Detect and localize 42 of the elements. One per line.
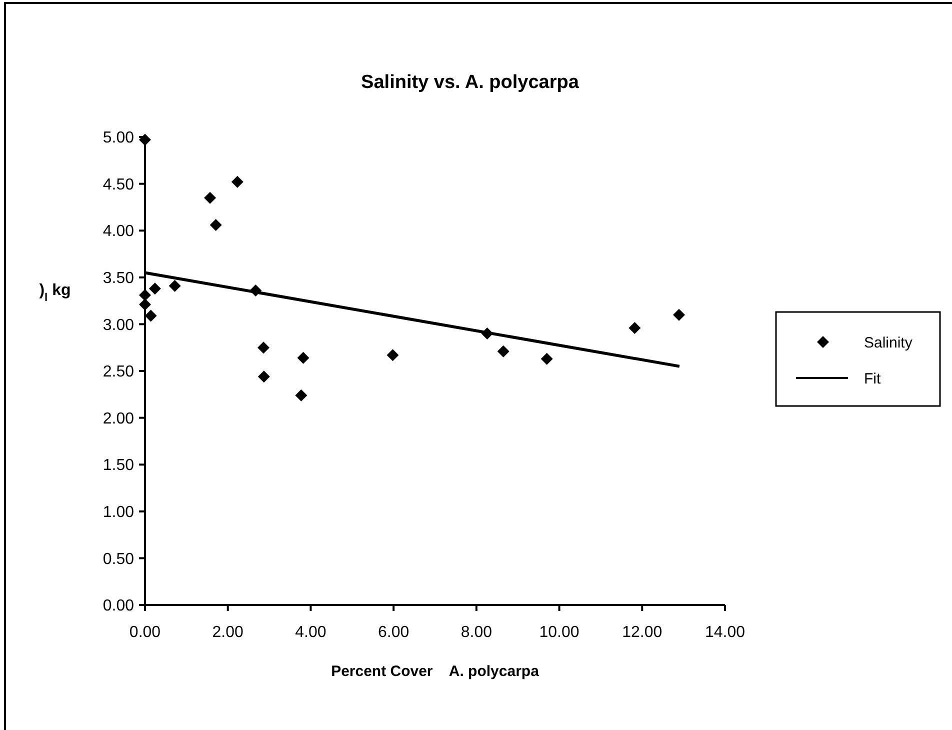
x-tick-label: 0.00 <box>129 624 161 641</box>
point <box>204 192 216 204</box>
point <box>139 134 151 146</box>
x-axis-title: Percent Cover A. polycarpa <box>331 663 540 680</box>
y-tick-label: 2.00 <box>102 410 134 428</box>
legend-label: Fit <box>864 370 882 388</box>
legend-label: Salinity <box>864 334 913 352</box>
x-tick-label: 8.00 <box>460 624 492 641</box>
y-tick-label: 3.50 <box>102 270 134 287</box>
point <box>540 352 553 365</box>
point <box>257 342 270 354</box>
x-tick-label: 12.00 <box>622 624 662 641</box>
point <box>148 282 161 295</box>
point <box>386 349 399 362</box>
y-tick-label: 3.00 <box>102 316 134 334</box>
y-tick-label: 4.00 <box>102 223 134 240</box>
x-tick-label: 14.00 <box>704 624 746 641</box>
y-tick-label: 4.50 <box>102 176 134 194</box>
point <box>139 298 151 311</box>
y-tick-label: 0.50 <box>102 550 134 568</box>
point <box>231 176 244 188</box>
x-tick-label: 4.00 <box>295 624 326 641</box>
point <box>168 280 181 292</box>
y-tick-label: 1.50 <box>102 457 134 474</box>
point <box>497 345 510 358</box>
chart-title: Salinity vs. A. polycarpa <box>361 72 580 93</box>
y-tick-label: 0.00 <box>102 598 134 615</box>
point <box>673 308 686 321</box>
point <box>258 370 270 383</box>
y-tick-label: 5.00 <box>102 130 134 147</box>
y-axis-title: )$_{l}$ kg <box>39 282 71 304</box>
point <box>628 322 641 334</box>
y-tick-label: 1.00 <box>102 504 134 521</box>
point <box>144 310 157 322</box>
y-tick-label: 2.50 <box>102 364 134 381</box>
point <box>295 389 308 402</box>
point <box>139 289 151 302</box>
x-tick-label: 10.00 <box>539 624 580 641</box>
point <box>210 218 222 231</box>
point <box>297 352 310 364</box>
x-tick-label: 6.00 <box>378 624 410 641</box>
x-tick-label: 2.00 <box>212 624 244 641</box>
